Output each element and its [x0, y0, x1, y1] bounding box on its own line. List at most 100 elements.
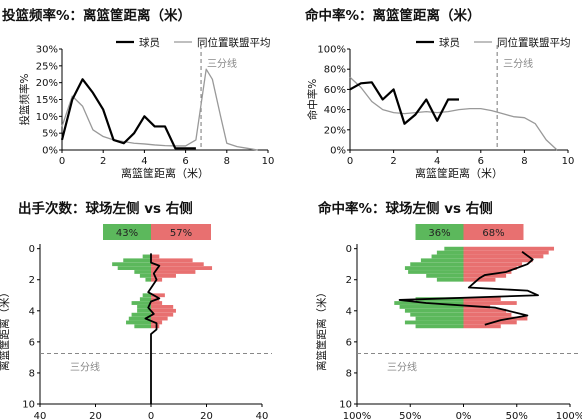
y-tick-label: 8: [29, 368, 35, 379]
bar-left: [134, 324, 151, 329]
bar-right: [463, 254, 544, 259]
x-tick-label: 20: [200, 411, 213, 420]
bar-left: [128, 316, 151, 321]
bar-left: [436, 277, 464, 282]
x-tick-label: 4: [434, 156, 440, 167]
bar-right: [463, 312, 512, 317]
bar-left: [126, 320, 151, 325]
y-tick-label: 100%: [317, 45, 346, 56]
y-tick-label: 60%: [324, 85, 346, 96]
bar-left: [415, 324, 464, 329]
bar-right: [151, 316, 168, 321]
three-point-label: 三分线: [70, 361, 100, 374]
summary-bar-left: [103, 224, 151, 240]
bar-left: [408, 270, 464, 274]
y-tick-label: 40%: [324, 105, 346, 116]
summary-label-right: 57%: [170, 228, 192, 239]
y-tick-label: 2: [29, 275, 35, 286]
y-tick-label: 5%: [42, 129, 58, 140]
trend-line: [398, 251, 539, 326]
y-tick-label: 0%: [42, 146, 58, 157]
summary-bar-right: [463, 224, 524, 240]
legend-label-league: 同位置联盟平均: [197, 36, 271, 49]
bar-left: [142, 254, 151, 259]
x-tick-label: 50%: [506, 411, 528, 420]
bar-left: [137, 308, 151, 313]
bar-left: [112, 262, 151, 267]
legend-label-league: 同位置联盟平均: [497, 36, 571, 49]
bar-left: [131, 301, 151, 305]
panel-title-fg-pct-distance: 命中率%：离篮筐距离（米）: [305, 8, 481, 24]
bar-left: [444, 246, 464, 251]
summary-bar-left: [415, 224, 464, 240]
bar-left: [404, 308, 464, 313]
y-tick-label: 20%: [36, 78, 58, 89]
y-tick-label: 2: [346, 275, 352, 286]
y-tick-label: 4: [346, 306, 352, 317]
bar-left: [117, 266, 151, 270]
bar-left: [142, 293, 151, 298]
y-tick-label: 0%: [330, 146, 346, 157]
y-axis-label: 命中率%: [306, 79, 319, 120]
panel-title-fg-pct-side: 命中率%：球场左侧 vs 右侧: [318, 201, 493, 217]
summary-label-left: 43%: [116, 228, 138, 239]
y-tick-label: 15%: [36, 95, 58, 106]
y-tick-label: 10%: [36, 112, 58, 123]
bar-left: [139, 273, 151, 278]
x-tick-label: 100%: [556, 411, 582, 420]
bar-right: [463, 324, 501, 329]
bar-right: [463, 250, 549, 255]
bar-right: [463, 262, 523, 267]
bar-left: [410, 312, 464, 317]
bar-left: [436, 250, 464, 255]
bar-left: [404, 266, 464, 270]
bar-right: [151, 324, 160, 329]
x-tick-label: 10: [562, 156, 575, 167]
bar-left: [134, 270, 151, 274]
bar-right: [151, 312, 174, 317]
x-tick-label: 6: [478, 156, 484, 167]
legend-label-player: 球员: [139, 36, 160, 49]
bar-left: [410, 262, 464, 267]
x-tick-label: 2: [390, 156, 396, 167]
bar-left: [420, 258, 464, 263]
bar-left: [145, 277, 151, 282]
x-tick-label: 100%: [343, 411, 372, 420]
y-tick-label: 30%: [36, 45, 58, 56]
x-tick-label: 40: [256, 411, 269, 420]
three-point-label: 三分线: [387, 361, 417, 374]
bar-left: [399, 305, 464, 309]
y-tick-label: 6: [346, 337, 352, 348]
x-tick-label: 8: [521, 156, 527, 167]
x-axis-label: 离篮筐距离（米）: [121, 166, 209, 180]
summary-label-right: 68%: [482, 228, 504, 239]
y-axis-label: 离篮筐距离（米）: [0, 287, 11, 371]
bar-right: [151, 301, 163, 305]
panel-title-shot-frequency: 投篮频率%：离篮筐距离（米）: [2, 8, 192, 24]
bar-right: [151, 262, 204, 267]
bar-right: [463, 246, 555, 251]
bar-right: [463, 308, 507, 313]
bar-right: [151, 273, 176, 278]
bar-right: [463, 301, 517, 305]
trend-line: [144, 253, 161, 404]
y-tick-label: 6: [29, 337, 35, 348]
bar-right: [463, 258, 533, 263]
bar-left: [131, 312, 151, 317]
bar-right: [463, 297, 501, 302]
series-line-league: [349, 76, 558, 151]
panel-title-attempts-side: 出手次数：球场左侧 vs 右侧: [18, 201, 193, 217]
x-tick-label: 20: [89, 411, 102, 420]
y-tick-label: 25%: [36, 61, 58, 72]
x-tick-label: 0: [148, 411, 154, 420]
bar-left: [139, 297, 151, 302]
y-tick-label: 10: [339, 400, 352, 411]
y-tick-label: 20%: [324, 125, 346, 136]
x-tick-label: 8: [224, 156, 230, 167]
bar-left: [426, 273, 464, 278]
bar-right: [463, 266, 517, 270]
bar-left: [404, 320, 464, 325]
x-tick-label: 0%: [456, 411, 472, 420]
y-tick-label: 4: [29, 306, 35, 317]
x-tick-label: 0: [347, 156, 353, 167]
